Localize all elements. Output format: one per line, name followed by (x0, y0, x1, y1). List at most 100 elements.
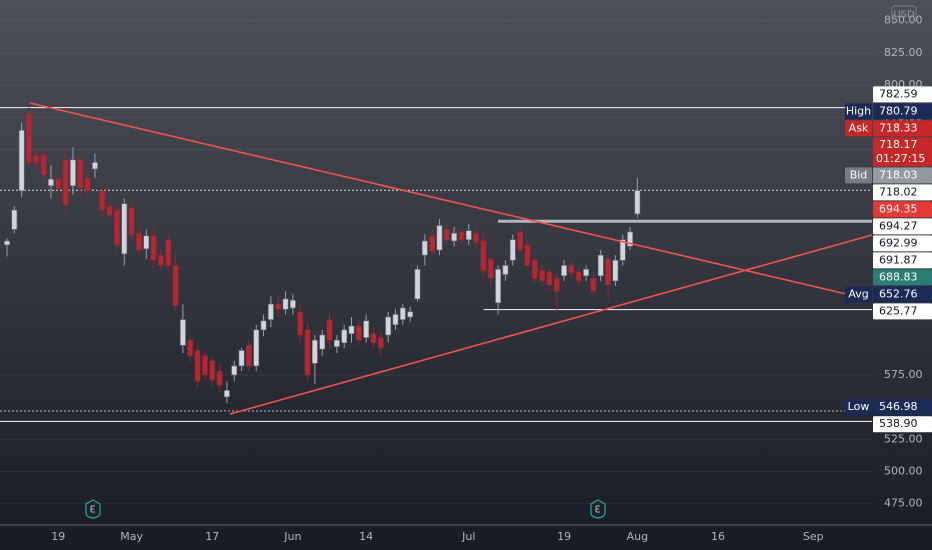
candle-body (267, 303, 274, 320)
candle-body (429, 235, 436, 252)
y-tick-label: 825.00 (884, 46, 923, 59)
candle-body (187, 339, 194, 356)
candles (4, 107, 641, 404)
earnings-icon (85, 499, 101, 519)
candle-body (194, 350, 201, 382)
candle-body (597, 254, 604, 277)
price-label: 688.83 (879, 270, 918, 283)
trend-line (29, 102, 873, 301)
price-tag-box (845, 399, 872, 416)
y-tick-label: 575.00 (884, 368, 923, 381)
candle-body (326, 319, 333, 341)
x-tick-label: 14 (359, 530, 373, 543)
candle-body (121, 203, 128, 255)
price-tag: Avg (848, 287, 868, 300)
price-label: 538.90 (879, 417, 918, 430)
candle-body (568, 265, 575, 274)
candle-body (106, 205, 113, 216)
candle-body (26, 113, 32, 163)
price-label-box (873, 399, 932, 416)
currency[interactable]: USD (893, 10, 915, 21)
candle-body (612, 260, 619, 282)
candle-body (70, 159, 76, 186)
candle-body (282, 298, 289, 310)
price-label: 652.76 (879, 287, 918, 300)
y-tick-label: 475.00 (884, 497, 923, 510)
price-label-box (873, 218, 932, 235)
countdown: 01:27:15 (876, 152, 925, 165)
price-label: 718.17 (879, 138, 918, 151)
price-label: 694.35 (879, 202, 918, 215)
candle-body (487, 258, 494, 279)
candle-body (209, 360, 216, 381)
price-label-box (873, 120, 932, 137)
price-tag-box (845, 120, 872, 137)
candle-body (539, 270, 545, 282)
candle-body (509, 239, 516, 261)
trend-lines (29, 102, 873, 415)
x-tick-label: Sep (803, 530, 824, 543)
candle-body (517, 231, 523, 251)
x-tick-label: Jun (283, 530, 301, 543)
candle-body (370, 333, 377, 344)
price-label-box (873, 286, 932, 303)
candle-body (619, 239, 626, 261)
price-label: 546.98 (879, 400, 918, 413)
candle-body (473, 232, 480, 243)
candle-body (62, 159, 69, 206)
candle-body (502, 265, 509, 275)
price-tag-box (845, 167, 872, 184)
price-label-box (873, 252, 932, 269)
candle-body (165, 239, 172, 266)
candle-body (289, 299, 296, 309)
candle-body (231, 365, 238, 376)
candle-body (605, 258, 611, 286)
candle-body (99, 190, 106, 211)
candle-body (143, 235, 150, 250)
candle-body (634, 190, 641, 215)
candle-body (385, 316, 392, 336)
levels (0, 106, 872, 423)
price-label: 718.33 (879, 121, 918, 134)
candle-body (451, 232, 458, 242)
candle-body (436, 225, 443, 251)
x-tick-label: Aug (627, 530, 648, 543)
price-label: 780.79 (879, 104, 918, 117)
earnings-icon (590, 499, 606, 519)
candle-body (399, 307, 406, 320)
currency-badge[interactable] (891, 5, 917, 23)
y-tick-label: 500.00 (884, 465, 923, 478)
candle-body (590, 278, 597, 292)
candle-body (202, 355, 208, 376)
candle-body (158, 254, 164, 266)
candle-body (377, 337, 384, 349)
x-tick-label: 19 (557, 530, 571, 543)
price-tag: Bid (850, 168, 868, 181)
candle-body (172, 265, 179, 306)
candle-body (114, 209, 120, 246)
candle-body (275, 303, 282, 310)
candle-body (311, 339, 318, 364)
y-tick-label: 525.00 (884, 432, 923, 445)
price-label: 782.59 (879, 87, 918, 100)
candle-body (333, 339, 340, 347)
candle-body (524, 244, 531, 266)
candle-body (392, 314, 399, 326)
candle-body (304, 329, 311, 376)
price-label-box (873, 269, 932, 286)
candle-body (224, 390, 230, 398)
candle-body (150, 235, 157, 261)
candle-body (238, 350, 245, 367)
candle-body (245, 345, 252, 367)
price-label: 625.77 (879, 304, 918, 317)
price-label-box (873, 235, 932, 252)
candle-body (561, 265, 567, 277)
x-tick-label: 19 (51, 530, 65, 543)
price-label-box (873, 167, 932, 184)
candle-body (11, 209, 18, 230)
candle-body (40, 154, 47, 176)
y-tick-label: 850.00 (884, 14, 923, 27)
